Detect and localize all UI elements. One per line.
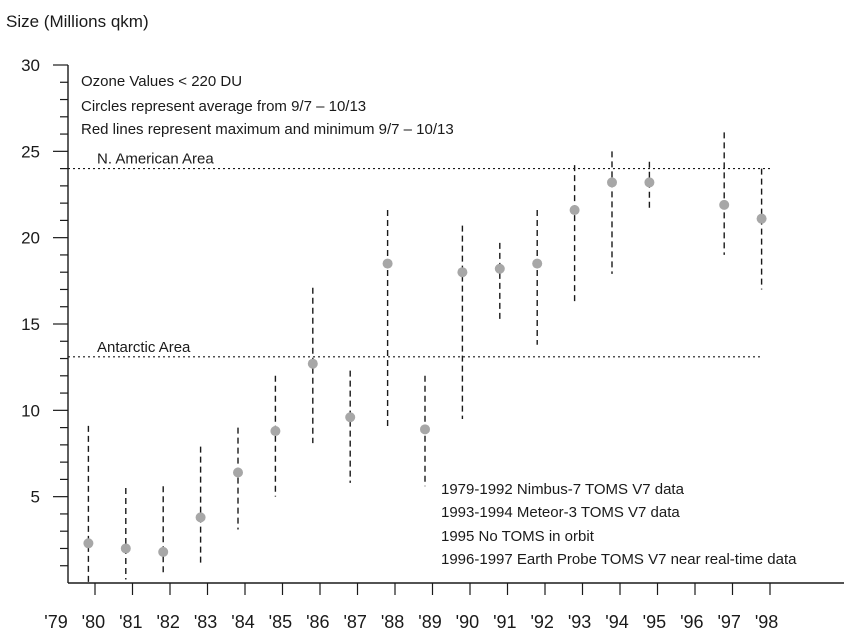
- average-point: [270, 426, 281, 437]
- legend-line: Red lines represent maximum and minimum …: [81, 121, 454, 138]
- average-point: [83, 538, 94, 549]
- average-point: [233, 467, 243, 478]
- y-tick-label: 10: [21, 401, 40, 420]
- reference-line-label: Antarctic Area: [97, 339, 191, 356]
- x-tick-label: '91: [493, 612, 516, 632]
- average-point: [307, 358, 318, 369]
- x-tick-label: '90: [456, 612, 479, 632]
- x-ticks: '79 '80 '81 '82 '83 '84 '85 '86 '87 '88 '89 '90 '91 '…: [44, 583, 778, 632]
- x-tick-label: '80: [82, 612, 105, 632]
- x-tick-label: '97: [717, 612, 740, 632]
- source-notes: 1979-1992 Nimbus-7 TOMS V7 data 1993-199…: [441, 481, 797, 568]
- y-tick-label: 15: [21, 315, 40, 334]
- x-tick-label: '79: [44, 612, 67, 632]
- average-point: [420, 424, 430, 435]
- x-tick-label: '89: [418, 612, 441, 632]
- source-note: 1996-1997 Earth Probe TOMS V7 near real-…: [441, 551, 797, 568]
- average-points: [83, 177, 767, 557]
- average-point: [756, 213, 767, 224]
- average-point: [607, 177, 617, 188]
- x-tick-label: '81: [119, 612, 142, 632]
- x-tick-label: '84: [231, 612, 254, 632]
- x-tick-label: '87: [343, 612, 366, 632]
- x-tick-label: '92: [530, 612, 553, 632]
- average-point: [382, 258, 393, 269]
- y-tick-label: 30: [21, 56, 40, 75]
- y-axis-label: Size (Millions qkm): [6, 12, 149, 31]
- average-point: [569, 205, 580, 216]
- average-point: [457, 267, 468, 278]
- x-tick-label: '98: [755, 612, 778, 632]
- x-tick-label: '86: [306, 612, 329, 632]
- x-tick-label: '96: [680, 612, 703, 632]
- x-tick-label: '88: [381, 612, 404, 632]
- average-point: [532, 258, 543, 269]
- x-tick-label: '83: [194, 612, 217, 632]
- x-tick-label: '94: [605, 612, 628, 632]
- y-tick-label: 20: [21, 229, 40, 248]
- reference-line-label: N. American Area: [97, 151, 214, 168]
- x-tick-label: '85: [269, 612, 292, 632]
- legend-line: Ozone Values < 220 DU: [81, 73, 242, 90]
- x-tick-label: '95: [643, 612, 666, 632]
- source-note: 1993-1994 Meteor-3 TOMS V7 data: [441, 504, 680, 521]
- y-ticks: 5 10 15 20 25 30: [21, 56, 68, 567]
- average-point: [158, 546, 169, 557]
- reference-lines: N. American Area Antarctic Area: [68, 151, 770, 358]
- x-tick-label: '93: [568, 612, 591, 632]
- source-note: 1979-1992 Nimbus-7 TOMS V7 data: [441, 481, 685, 498]
- average-point: [195, 512, 206, 523]
- average-point: [644, 177, 655, 188]
- legend-line: Circles represent average from 9/7 – 10/…: [81, 98, 366, 115]
- average-point: [120, 543, 131, 554]
- average-point: [719, 199, 730, 210]
- min-max-lines: [87, 132, 763, 583]
- legend-text: Ozone Values < 220 DU Circles represent …: [81, 73, 454, 138]
- source-note: 1995 No TOMS in orbit: [441, 528, 595, 545]
- x-tick-label: '82: [156, 612, 179, 632]
- average-point: [345, 412, 356, 423]
- average-point: [494, 263, 505, 274]
- y-tick-label: 25: [21, 142, 40, 161]
- y-tick-label: 5: [31, 488, 40, 507]
